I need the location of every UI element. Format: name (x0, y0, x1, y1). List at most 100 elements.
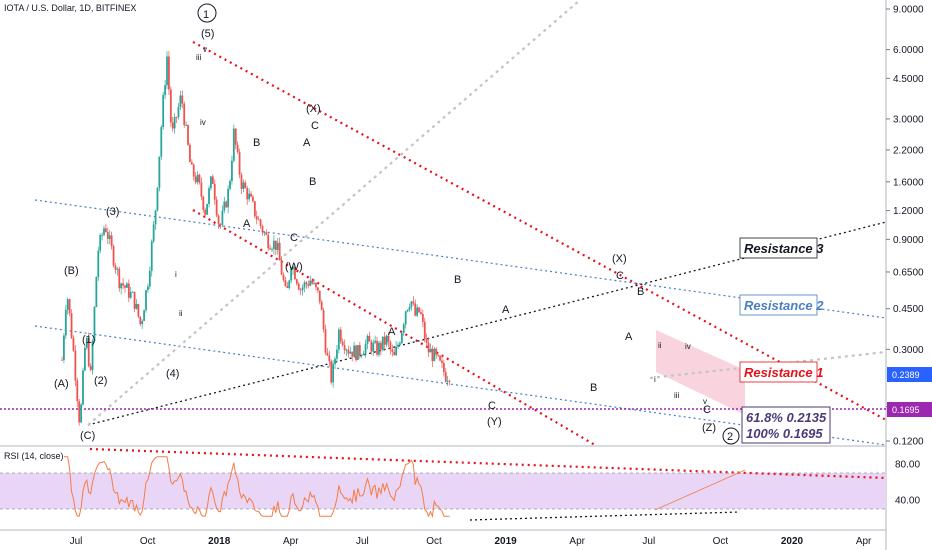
candle-body (103, 228, 105, 235)
candle-body (61, 359, 63, 361)
candle-body (336, 349, 338, 359)
wave-a-label: (A) (54, 378, 69, 390)
candle-body (168, 56, 170, 90)
candle-body (74, 350, 77, 381)
candle-body (267, 234, 270, 249)
candle-body (244, 182, 247, 189)
candle-body (181, 95, 184, 104)
candle-body (112, 246, 115, 266)
candle-body (349, 351, 352, 354)
candle-body (68, 299, 71, 314)
candle-body (148, 270, 151, 287)
support-price-box (887, 402, 932, 417)
candle-body (410, 301, 413, 308)
candle-body (120, 283, 123, 289)
candle-body (328, 355, 331, 362)
candle-body (351, 351, 354, 357)
resistance-3-text: Resistance 3 (744, 241, 824, 256)
candle-body (87, 338, 90, 367)
wave-c2-label: C (290, 232, 298, 244)
candle-body (387, 335, 390, 342)
candle-body (358, 345, 361, 356)
candle-body (360, 355, 363, 356)
candle-body (240, 174, 243, 189)
support-price-badge: 0.1695 (887, 402, 932, 417)
fib-100-text: 100% 0.1695 (746, 426, 823, 441)
rsi-line (63, 456, 450, 519)
candle-body (406, 309, 409, 312)
candle-body (183, 103, 186, 126)
candle-body (339, 329, 342, 342)
candle-body (397, 344, 399, 347)
gray-support-line (87, 0, 581, 426)
candle-body (307, 284, 310, 286)
wave-1-label: 1 (203, 9, 209, 21)
candle-body (166, 56, 168, 86)
candle-body (131, 291, 134, 293)
candle-body (301, 287, 304, 291)
candle-body (364, 343, 367, 354)
candle-body (316, 287, 319, 291)
fib-618-text: 61.8% 0.2135 (746, 410, 827, 425)
resistance-2-box (739, 294, 818, 316)
y-tick-label: 0.3000 (893, 345, 924, 356)
candle-body (124, 285, 126, 288)
candle-body (374, 340, 377, 343)
candle-body (93, 306, 96, 342)
candle-body (192, 164, 195, 177)
candle-body (404, 311, 407, 325)
candle-body (315, 282, 317, 288)
candle-body (89, 366, 92, 370)
y-tick-label: 6.0000 (893, 45, 924, 56)
resistance-1-line (649, 350, 887, 380)
candle-body (286, 285, 289, 289)
candle-body (399, 343, 401, 345)
candle-body (200, 182, 203, 197)
candle-body (345, 349, 348, 351)
resistance-1-text: Resistance 1 (744, 365, 824, 380)
wave-a5-label: A (625, 331, 633, 343)
candle-body (198, 174, 201, 183)
support-price-text: 0.1695 (892, 405, 920, 415)
candle-body (106, 232, 109, 239)
candle-body (78, 401, 81, 423)
candle-body (290, 269, 293, 281)
candle-body (385, 335, 388, 345)
candle-body (383, 336, 386, 345)
candle-body (122, 283, 124, 286)
candle-body (414, 303, 417, 316)
wave-w-label: (W) (285, 261, 303, 273)
wave-iii-label: iii (196, 53, 202, 62)
wave-1p-label: (1) (82, 334, 95, 346)
last-price-badge: 0.2389 (887, 367, 932, 382)
wave-3-label: (3) (106, 206, 119, 218)
candle-body (234, 128, 237, 145)
candle-body (393, 351, 396, 356)
candle-body (355, 345, 357, 361)
candle-body (84, 347, 86, 371)
wave-ii-label: ii (179, 309, 183, 318)
candle-body (169, 89, 172, 123)
candle-body (284, 280, 287, 286)
candle-body (379, 342, 382, 350)
wave-5-label: (5) (201, 28, 214, 40)
candle-body (330, 361, 333, 383)
wave-z-label: (Z) (702, 422, 716, 434)
candle-body (431, 349, 434, 362)
wave-2p-label: (2) (94, 375, 107, 387)
x-tick-label: Apr (283, 536, 299, 547)
wave-b3-label: B (454, 274, 461, 286)
candle-body (322, 310, 325, 330)
candle-body (221, 210, 224, 225)
y-tick-label: 4.5000 (893, 74, 924, 85)
candle-body (305, 282, 308, 285)
candle-body (141, 320, 144, 325)
candle-body (91, 341, 94, 370)
candle-body (105, 228, 107, 233)
candle-body (206, 204, 209, 215)
resistance-3-label: Resistance 3 (739, 237, 824, 259)
wave-v-label: v (203, 45, 207, 54)
candle-body (173, 117, 176, 129)
candle-body (194, 176, 197, 183)
